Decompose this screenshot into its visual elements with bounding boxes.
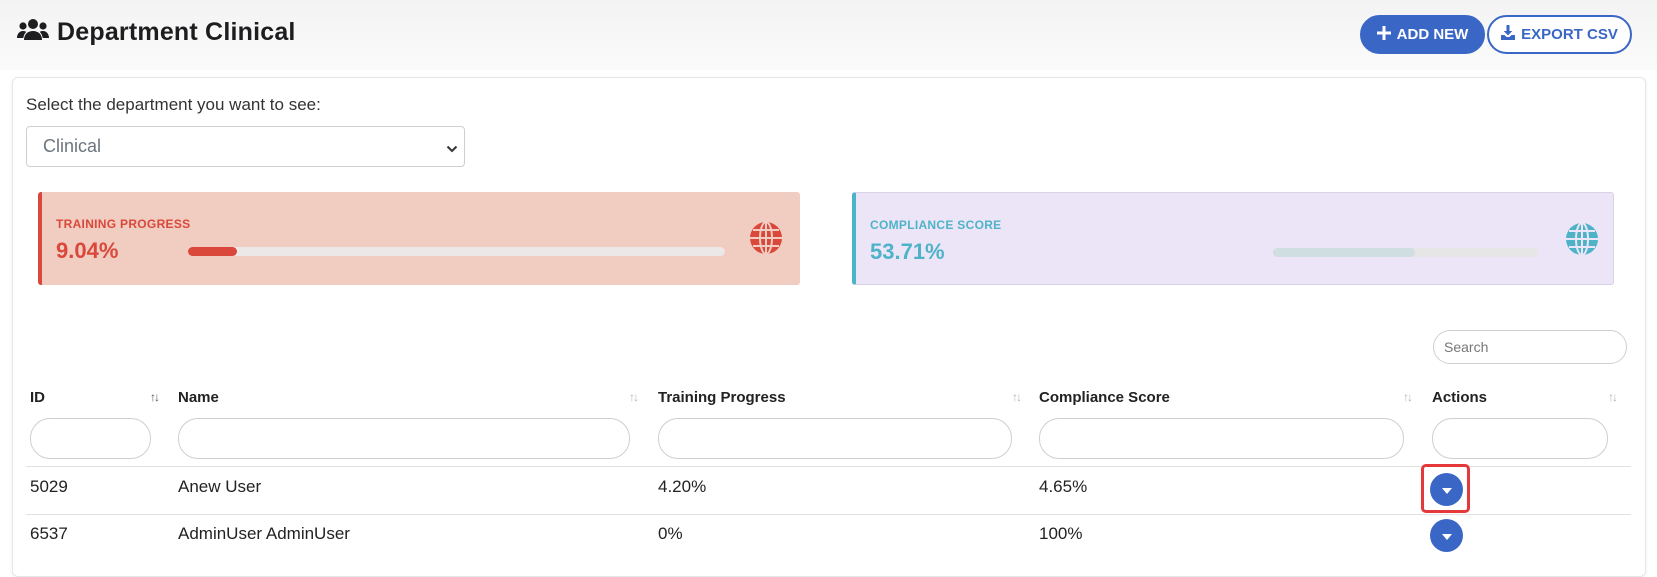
training-progress-bar-fill xyxy=(188,247,237,256)
sort-icon[interactable]: ↑↓ xyxy=(1608,390,1618,404)
cell-compliance-score: 4.65% xyxy=(1039,477,1088,496)
cell-name: Anew User xyxy=(178,477,262,496)
table-search-input[interactable] xyxy=(1433,330,1627,364)
department-select-label: Select the department you want to see: xyxy=(26,95,321,114)
add-new-button[interactable]: ADD NEW xyxy=(1360,15,1485,54)
caret-down-icon xyxy=(1441,527,1452,545)
department-select-value: Clinical xyxy=(43,136,102,156)
column-header-name[interactable]: Name xyxy=(178,389,219,406)
sort-icon[interactable]: ↑↓ xyxy=(629,390,639,404)
sort-icon[interactable]: ↑↓ xyxy=(1403,390,1413,404)
users-icon xyxy=(17,18,49,47)
globe-icon xyxy=(748,220,784,261)
compliance-score-card: COMPLIANCE SCORE 53.71% xyxy=(852,192,1614,285)
compliance-score-bar xyxy=(1273,248,1538,257)
filter-input-training-progress[interactable] xyxy=(658,418,1012,459)
compliance-score-label: COMPLIANCE SCORE xyxy=(870,218,1002,232)
chevron-down-icon xyxy=(446,139,458,160)
table-divider xyxy=(26,466,1631,467)
row-actions-dropdown-button[interactable] xyxy=(1430,473,1463,506)
cell-training-progress: 4.20% xyxy=(658,477,707,496)
training-progress-card: TRAINING PROGRESS 9.04% xyxy=(38,192,800,285)
training-progress-bar xyxy=(188,247,725,256)
add-new-label: ADD NEW xyxy=(1396,26,1469,43)
column-header-actions[interactable]: Actions xyxy=(1432,389,1488,406)
cell-name: AdminUser AdminUser xyxy=(178,524,350,543)
filter-input-name[interactable] xyxy=(178,418,630,459)
filter-input-actions[interactable] xyxy=(1432,418,1608,459)
globe-icon xyxy=(1564,221,1600,262)
sort-icon[interactable]: ↑↓ xyxy=(150,390,160,404)
row-actions-dropdown-button[interactable] xyxy=(1430,519,1463,552)
plus-icon xyxy=(1376,25,1391,44)
export-csv-label: EXPORT CSV xyxy=(1521,26,1618,43)
training-progress-label: TRAINING PROGRESS xyxy=(56,217,191,231)
cell-id: 6537 xyxy=(30,524,68,543)
page-title-text: Department Clinical xyxy=(57,17,296,46)
filter-input-id[interactable] xyxy=(30,418,151,459)
filter-input-compliance-score[interactable] xyxy=(1039,418,1404,459)
sort-icon[interactable]: ↑↓ xyxy=(1012,390,1022,404)
selection-highlight xyxy=(1421,464,1470,513)
download-icon xyxy=(1501,25,1516,44)
page-title: Department Clinical xyxy=(17,14,296,50)
department-select[interactable]: Clinical xyxy=(26,126,465,167)
table-divider xyxy=(26,514,1631,515)
compliance-score-value: 53.71% xyxy=(870,239,945,264)
cell-compliance-score: 100% xyxy=(1039,524,1083,543)
compliance-score-bar-fill xyxy=(1273,248,1416,257)
column-header-training-progress[interactable]: Training Progress xyxy=(658,389,786,406)
cell-training-progress: 0% xyxy=(658,524,683,543)
cell-id: 5029 xyxy=(30,477,68,496)
caret-down-icon xyxy=(1441,481,1452,499)
training-progress-value: 9.04% xyxy=(56,238,119,263)
column-header-id[interactable]: ID xyxy=(30,389,45,406)
export-csv-button[interactable]: EXPORT CSV xyxy=(1487,15,1632,54)
column-header-compliance-score[interactable]: Compliance Score xyxy=(1039,389,1170,406)
